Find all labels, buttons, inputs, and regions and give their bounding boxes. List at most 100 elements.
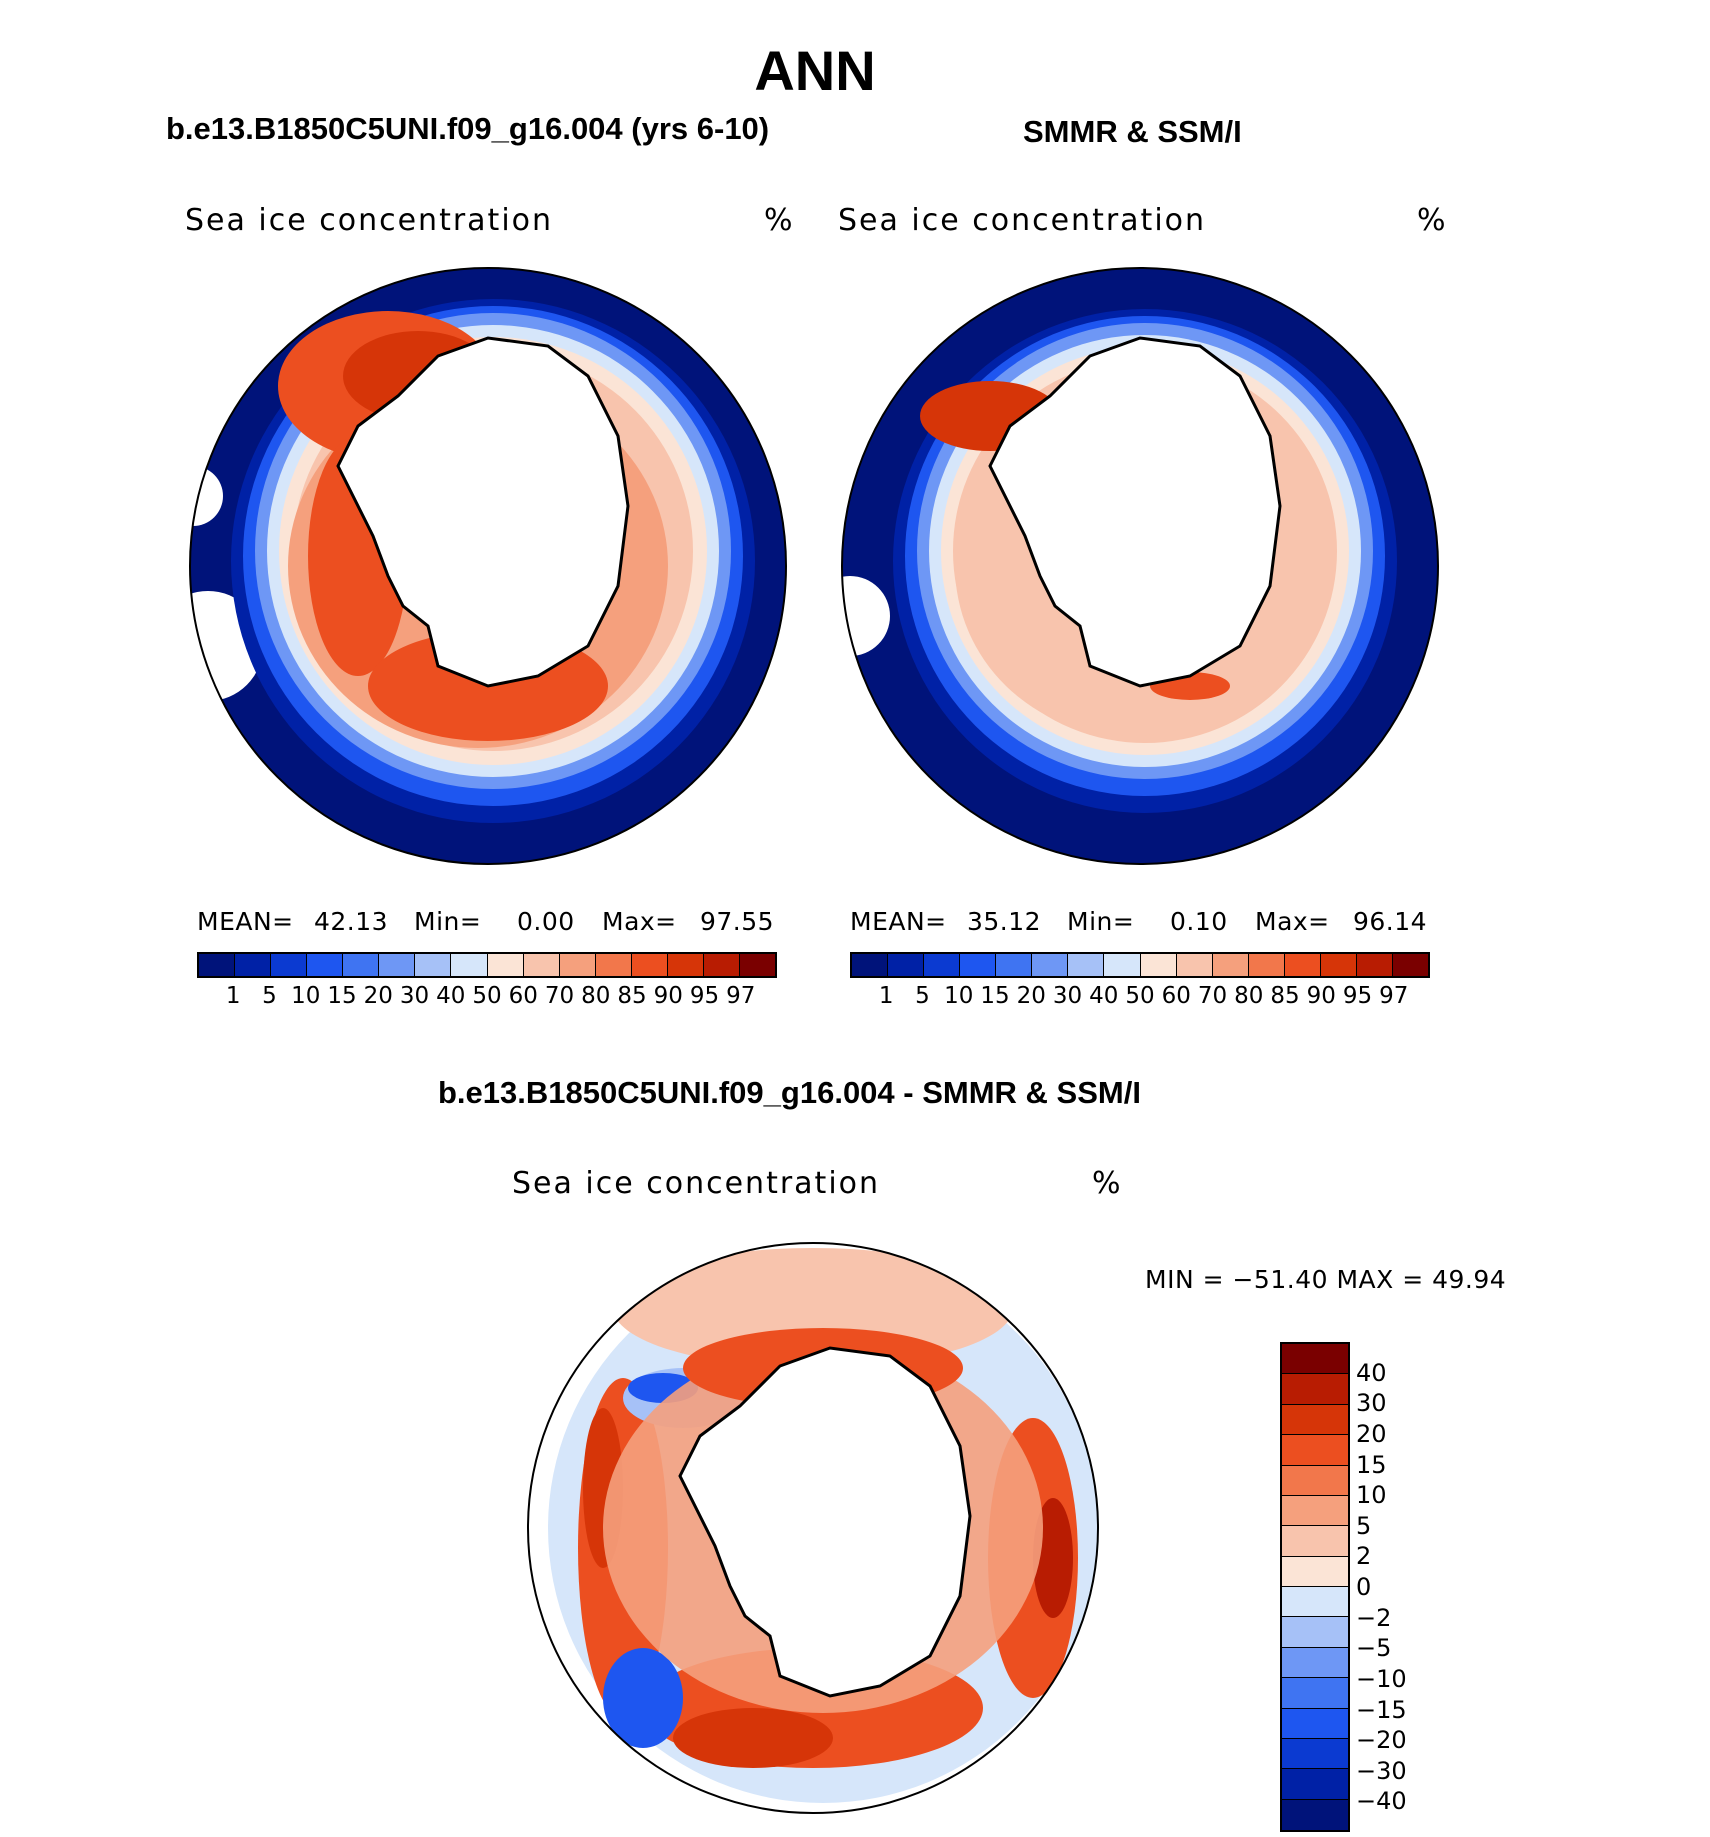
model-colorbar-tick-label: 10	[291, 983, 321, 1009]
diff-colorbar-tick-label: −40	[1356, 1787, 1407, 1816]
model-colorbar-swatch	[667, 954, 704, 976]
model-colorbar-tick-label: 20	[363, 983, 393, 1009]
obs-colorbar-tick-label: 1	[878, 983, 894, 1009]
obs-colorbar-tick-label: 5	[915, 983, 930, 1009]
model-colorbar-swatch	[595, 954, 632, 976]
obs-min: 0.10	[1170, 907, 1228, 936]
obs-colorbar-tick-label: 15	[980, 983, 1010, 1009]
obs-colorbar-ticks: 1 5 10 15 20 30 40 50 60 70 80 85 90 95 97	[850, 983, 1430, 1011]
obs-units: %	[1417, 203, 1446, 238]
model-mean-label: MEAN=	[197, 907, 294, 936]
obs-colorbar-swatch	[1068, 954, 1105, 976]
diff-colorbar-swatch	[1282, 1769, 1348, 1800]
obs-map	[841, 267, 1439, 865]
diff-colorbar-tick-label: 30	[1356, 1389, 1387, 1418]
diff-colorbar-tick-label: 20	[1356, 1419, 1387, 1448]
obs-colorbar-swatch	[996, 954, 1033, 976]
diff-colorbar-swatch	[1282, 1678, 1348, 1709]
obs-colorbar-swatch	[1356, 954, 1393, 976]
diff-field-label: Sea ice concentration	[512, 1166, 881, 1201]
diff-antarctica	[678, 1346, 972, 1698]
obs-colorbar-tick-label: 60	[1161, 983, 1191, 1009]
model-colorbar-swatch	[379, 954, 416, 976]
diff-colorbar-swatch	[1282, 1344, 1348, 1375]
diff-colorbar-swatch	[1282, 1799, 1348, 1830]
model-map	[189, 267, 787, 865]
model-colorbar-swatch	[739, 954, 775, 976]
model-min: 0.00	[517, 907, 575, 936]
model-colorbar-swatches	[197, 952, 777, 978]
diff-colorbar-tick-label: −20	[1356, 1726, 1407, 1755]
model-colorbar-tick-label: 40	[436, 983, 466, 1009]
diff-colorbar-tick-label: −5	[1356, 1634, 1392, 1663]
model-colorbar-swatch	[631, 954, 668, 976]
model-antarctica	[336, 336, 630, 688]
obs-max-label: Max=	[1255, 907, 1330, 936]
diff-ross-low	[603, 1648, 683, 1748]
obs-colorbar: 1 5 10 15 20 30 40 50 60 70 80 85 90 95 97	[850, 952, 1430, 1011]
model-colorbar-swatch	[307, 954, 344, 976]
obs-colorbar-swatch	[1140, 954, 1177, 976]
model-colorbar-swatch	[235, 954, 272, 976]
obs-colorbar-tick-label: 40	[1089, 983, 1119, 1009]
obs-colorbar-tick-label: 70	[1197, 983, 1228, 1009]
obs-colorbar-swatch	[1320, 954, 1357, 976]
model-colorbar-ticks: 1 5 10 15 20 30 40 50 60 70 80 85 90 95 97	[197, 983, 777, 1011]
obs-colorbar-swatch	[1248, 954, 1285, 976]
model-colorbar-tick-label: 50	[472, 983, 502, 1009]
diff-colorbar-swatch	[1282, 1738, 1348, 1770]
obs-stats: MEAN= 35.12 Min= 0.10 Max= 96.14	[850, 907, 1430, 937]
model-colorbar-tick-label: 15	[327, 983, 357, 1009]
obs-mean: 35.12	[967, 907, 1042, 936]
figure-title: ANN	[754, 39, 876, 102]
model-colorbar-tick-label: 5	[262, 983, 277, 1009]
diff-colorbar-swatch	[1282, 1465, 1348, 1496]
diff-colorbar-tick-label: 40	[1356, 1358, 1387, 1387]
diff-colorbar-tick-label: −30	[1356, 1756, 1407, 1785]
model-colorbar-tick-label: 60	[508, 983, 538, 1009]
diff-colorbar-swatch	[1282, 1556, 1348, 1587]
obs-colorbar-tick-label: 95	[1342, 983, 1373, 1009]
obs-colorbar-swatch	[852, 954, 889, 976]
diff-colorbar-tick-label: 10	[1356, 1481, 1387, 1510]
model-colorbar-swatch	[559, 954, 596, 976]
model-colorbar-tick-label: 70	[544, 983, 575, 1009]
diff-colorbar-tick-label: −10	[1356, 1664, 1407, 1693]
model-colorbar-tick-label: 85	[617, 983, 647, 1009]
obs-colorbar-swatch	[1284, 954, 1321, 976]
obs-colorbar-tick-label: 10	[944, 983, 974, 1009]
diff-units: %	[1092, 1166, 1121, 1201]
diff-colorbar-tick-label: −15	[1356, 1695, 1407, 1724]
model-colorbar-swatch	[271, 954, 308, 976]
diff-colorbar-swatch	[1282, 1435, 1348, 1466]
model-mean: 42.13	[314, 907, 389, 936]
diff-colorbar-swatch	[1282, 1647, 1348, 1679]
obs-colorbar-tick-label: 97	[1379, 983, 1409, 1009]
obs-colorbar-tick-label: 20	[1016, 983, 1046, 1009]
model-colorbar-swatch	[703, 954, 740, 976]
obs-colorbar-tick-label: 50	[1125, 983, 1155, 1009]
diff-colorbar-tick-label: 0	[1356, 1573, 1372, 1601]
obs-antarctica	[988, 336, 1282, 688]
obs-colorbar-swatch	[924, 954, 961, 976]
model-min-label: Min=	[414, 907, 482, 936]
model-colorbar-tick-label: 30	[399, 983, 430, 1009]
model-ocean-void	[190, 591, 263, 701]
diff-colorbar-swatch	[1282, 1495, 1348, 1527]
model-colorbar-tick-label: 97	[726, 983, 756, 1009]
model-units: %	[764, 203, 793, 238]
model-field-label: Sea ice concentration	[185, 203, 554, 238]
diff-map	[527, 1242, 1099, 1814]
obs-field-label: Sea ice concentration	[838, 203, 1207, 238]
obs-colorbar-tick-label: 90	[1306, 983, 1336, 1009]
model-colorbar-swatch	[199, 954, 236, 976]
model-colorbar-tick-label: 90	[653, 983, 683, 1009]
diff-colorbar-tick-label: 2	[1356, 1542, 1372, 1571]
model-colorbar-tick-label: 1	[225, 983, 241, 1009]
model-colorbar-swatch	[523, 954, 560, 976]
diff-colorbar-tick-label: 5	[1356, 1511, 1372, 1540]
diff-minmax: MIN = −51.40 MAX = 49.94	[1145, 1265, 1507, 1294]
model-max: 97.55	[700, 907, 775, 936]
obs-colorbar-swatches	[850, 952, 1430, 978]
diff-colorbar-swatch	[1282, 1404, 1348, 1436]
